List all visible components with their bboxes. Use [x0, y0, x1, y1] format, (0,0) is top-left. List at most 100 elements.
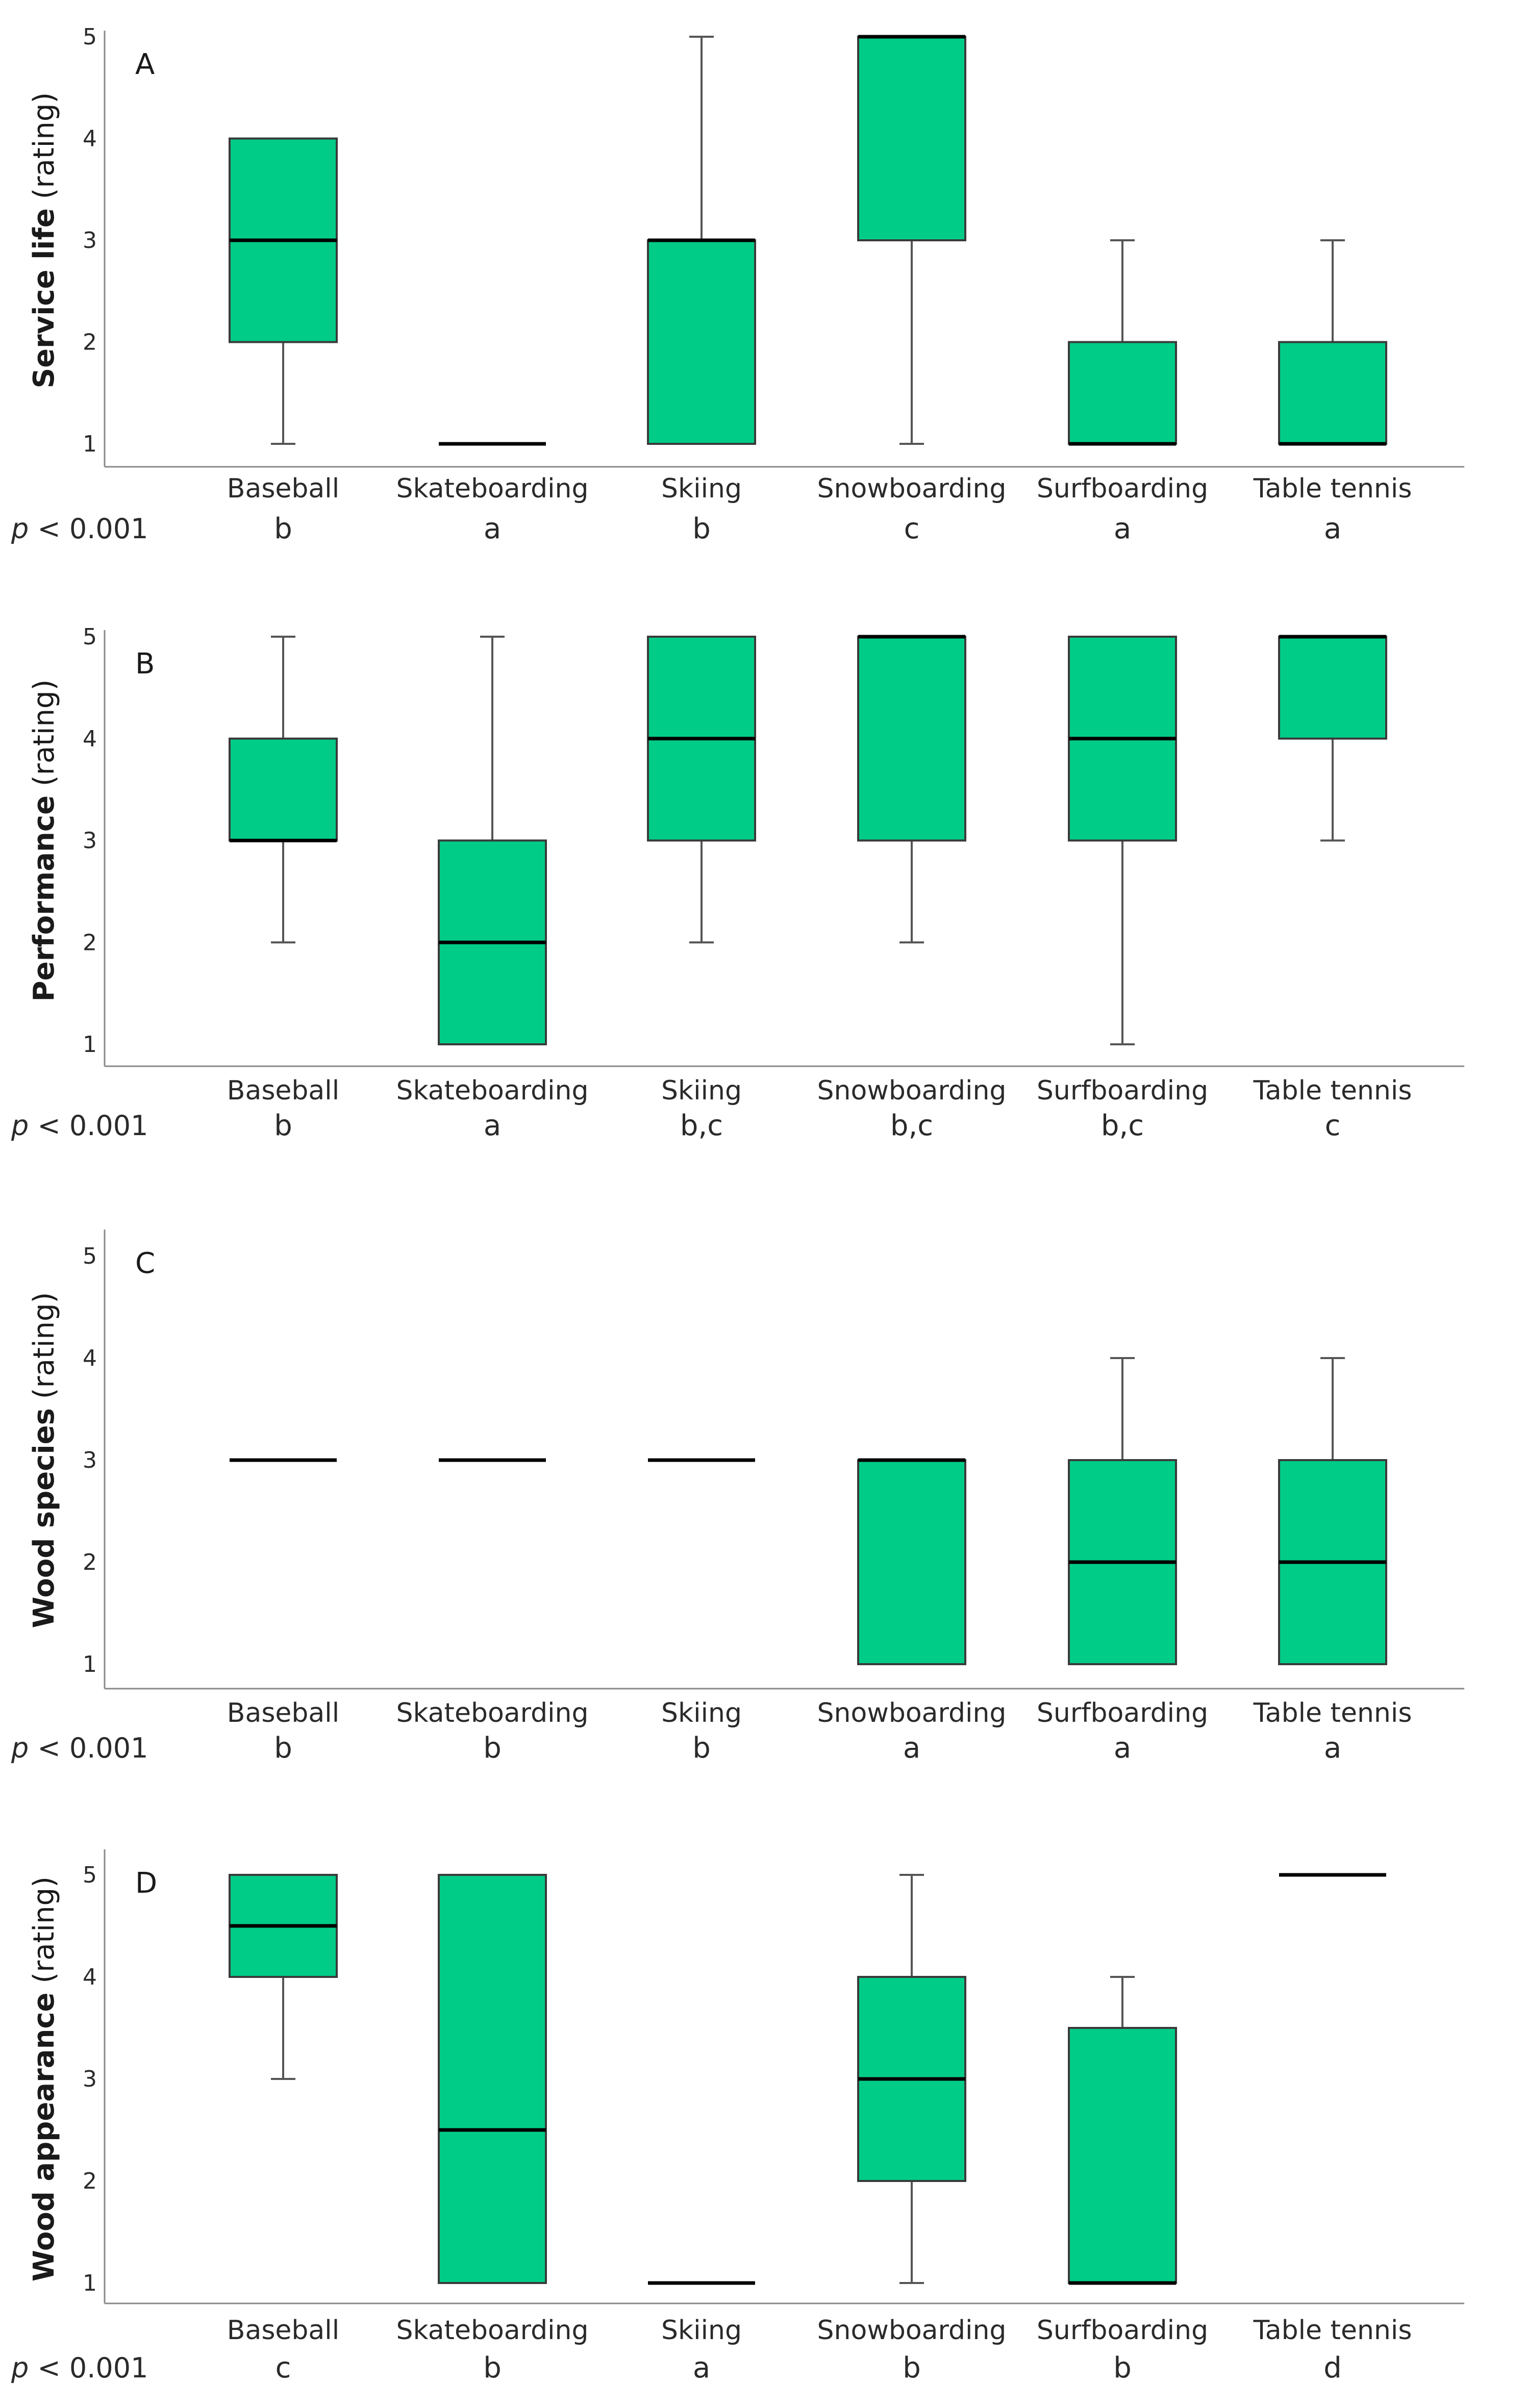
y-axis-label: Performance (rating): [28, 680, 61, 1002]
category-label: Skateboarding: [396, 1075, 588, 1106]
group-letter: b: [1113, 2351, 1132, 2385]
category-label: Baseball: [227, 1075, 339, 1106]
p-symbol: p: [11, 1110, 29, 1142]
y-tick-label: 5: [83, 1243, 97, 1269]
category-label: Skateboarding: [396, 473, 588, 504]
y-axis-label-unit: (rating): [28, 1876, 61, 1992]
group-letter: a: [484, 512, 501, 545]
category-label: Surfboarding: [1037, 2315, 1208, 2346]
category-label: Snowboarding: [817, 1075, 1007, 1106]
box-table-tennis: [1278, 1357, 1387, 1665]
panel-label: A: [135, 48, 155, 81]
y-tick-label: 1: [83, 1032, 97, 1058]
y-axis-label-main: Wood appearance: [28, 1992, 61, 2281]
box-snowboarding: [857, 635, 966, 944]
group-letter: b,c: [890, 1109, 933, 1142]
box-body: [1278, 341, 1387, 445]
category-label: Skiing: [661, 1698, 742, 1728]
box-body: [229, 737, 338, 842]
panel-label: D: [135, 1867, 157, 1900]
y-tick-label: 1: [83, 2270, 97, 2296]
category-label: Table tennis: [1253, 2315, 1412, 2346]
group-letter: a: [693, 2351, 710, 2385]
box-surfboarding: [1068, 239, 1177, 446]
category-label: Snowboarding: [817, 473, 1007, 504]
box-skateboarding: [438, 636, 547, 1045]
category-label: Table tennis: [1253, 1075, 1412, 1106]
y-axis-label: Wood species (rating): [28, 1292, 61, 1628]
y-tick-label: 1: [83, 431, 97, 457]
box-snowboarding: [857, 1458, 966, 1665]
category-label: Surfboarding: [1037, 1698, 1208, 1728]
category-label: Surfboarding: [1037, 1075, 1208, 1106]
y-tick-label: 5: [83, 624, 97, 650]
group-letter: b: [692, 512, 711, 545]
category-label: Table tennis: [1253, 473, 1412, 504]
box-body: [1068, 2027, 1177, 2284]
p-value-label: p < 0.001: [11, 2352, 148, 2384]
box-table-tennis: [1278, 239, 1387, 446]
panel-d: 1 2 3 4 5 D Wood appearance (rating) Baseball Sk…: [11, 1849, 1464, 2385]
category-label: Skiing: [661, 2315, 742, 2346]
category-label: Snowboarding: [817, 2315, 1007, 2346]
p-symbol: p: [11, 2352, 29, 2384]
group-letter: b: [903, 2351, 921, 2385]
group-letter: b: [692, 1732, 711, 1765]
box-skiing: [647, 36, 756, 445]
box-baseball: [229, 1874, 338, 2080]
group-letter: b,c: [680, 1109, 723, 1142]
y-axis-label: Service life (rating): [28, 92, 61, 388]
panel-label: B: [135, 647, 155, 681]
p-value: < 0.001: [29, 1732, 148, 1764]
category-label: Baseball: [227, 473, 339, 504]
box-snowboarding: [857, 35, 966, 445]
group-letter: b,c: [1101, 1109, 1144, 1142]
y-tick-label: 4: [83, 726, 97, 752]
category-label: Skateboarding: [396, 2315, 588, 2346]
y-axis-label-unit: (rating): [28, 680, 61, 795]
box-surfboarding: [1068, 1357, 1177, 1665]
y-tick-label: 3: [83, 228, 97, 254]
y-tick-label: 4: [83, 126, 97, 152]
y-axis-label-main: Service life: [28, 208, 61, 388]
y-axis-label: Wood appearance (rating): [28, 1876, 61, 2281]
group-letter: b: [274, 1732, 292, 1765]
y-tick-label: 3: [83, 1447, 97, 1473]
group-letter: a: [484, 1109, 501, 1142]
group-letter: b: [483, 1732, 502, 1765]
panel-label: C: [135, 1247, 155, 1280]
category-label: Snowboarding: [817, 1698, 1007, 1728]
group-letter: d: [1323, 2351, 1342, 2385]
p-value: < 0.001: [29, 513, 148, 545]
group-letter: a: [1114, 512, 1131, 545]
p-value-label: p < 0.001: [11, 1732, 148, 1764]
y-tick-label: 4: [83, 1964, 97, 1990]
panel-a: 1 2 3 4 5 A Service life (rating) Baseball Skate…: [11, 24, 1464, 545]
p-symbol: p: [11, 1732, 29, 1764]
group-letter: c: [276, 2351, 291, 2385]
y-tick-label: 2: [83, 330, 97, 356]
category-label: Surfboarding: [1037, 473, 1208, 504]
panel-c: 1 2 3 4 5 C Wood species (rating) Baseball Skate…: [11, 1230, 1464, 1765]
box-table-tennis: [1278, 635, 1387, 842]
group-letter: b: [274, 1109, 292, 1142]
box-snowboarding: [857, 1874, 966, 2284]
box-surfboarding: [1068, 1976, 1177, 2285]
box-body: [1278, 636, 1387, 740]
group-letter: a: [1324, 1732, 1341, 1765]
category-label: Baseball: [227, 2315, 339, 2346]
group-letter: b: [483, 2351, 502, 2385]
box-body: [1068, 341, 1177, 445]
p-value-label: p < 0.001: [11, 513, 148, 545]
group-letter: a: [1114, 1732, 1131, 1765]
box-body: [438, 1874, 547, 2284]
p-value-label: p < 0.001: [11, 1110, 148, 1142]
p-symbol: p: [11, 513, 29, 545]
box-baseball: [229, 636, 338, 944]
box-body: [857, 636, 966, 842]
y-tick-label: 5: [83, 1862, 97, 1888]
box-surfboarding: [1068, 636, 1177, 1045]
y-axis-label-main: Performance: [28, 795, 61, 1001]
box-body: [647, 239, 756, 445]
